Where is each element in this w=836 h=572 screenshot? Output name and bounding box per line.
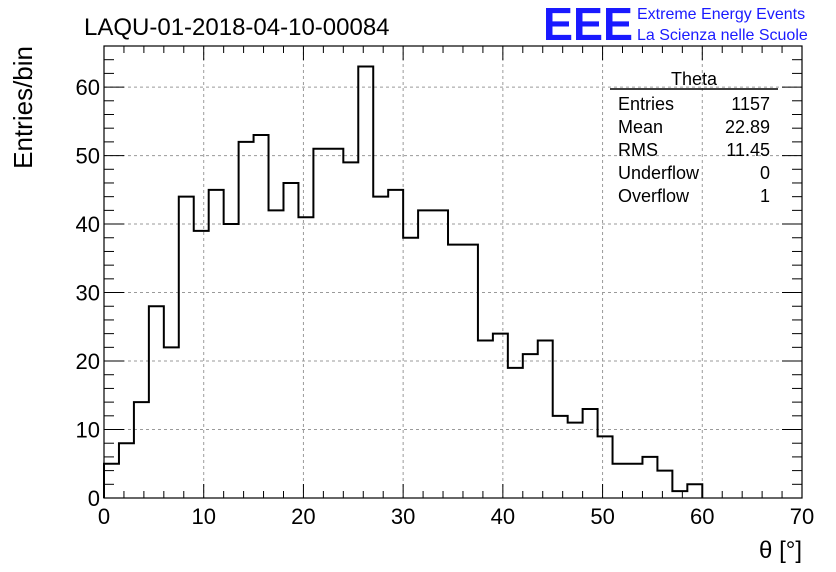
histogram-outline	[103, 65, 704, 498]
y-tick-label: 60	[76, 75, 100, 100]
histogram-bin	[388, 190, 403, 498]
stats-row-label: Entries	[618, 94, 674, 114]
histogram-bin	[553, 416, 568, 498]
eee-logo-line1: Extreme Energy Events	[637, 6, 805, 23]
x-tick-label: 0	[98, 504, 110, 529]
histogram-bin	[448, 245, 463, 498]
histogram-bin	[134, 402, 149, 498]
histogram-bin	[672, 491, 687, 498]
stats-row-label: RMS	[618, 140, 658, 160]
y-tick-label: 0	[88, 486, 100, 511]
histogram-bin	[104, 464, 119, 498]
x-tick-label: 40	[491, 504, 515, 529]
histogram-bin	[149, 306, 164, 498]
histogram-bin	[254, 135, 269, 498]
stats-row-value: 0	[760, 163, 770, 183]
x-tick-label: 20	[291, 504, 315, 529]
histogram-bin	[209, 190, 224, 498]
histogram-bin	[313, 149, 328, 498]
histogram-bin	[194, 231, 209, 498]
histogram-bin	[508, 368, 523, 498]
histogram-bin	[269, 210, 284, 498]
histogram-bin	[283, 183, 298, 498]
axis-ticks	[103, 45, 803, 499]
histogram-bin	[403, 238, 418, 498]
histogram-bin	[358, 67, 373, 498]
histogram-bin	[328, 149, 343, 498]
chart-title: LAQU-01-2018-04-10-00084	[84, 14, 390, 41]
x-tick-label: 50	[590, 504, 614, 529]
histogram-bin	[343, 162, 358, 498]
histogram-bin	[687, 484, 702, 498]
x-tick-label: 60	[690, 504, 714, 529]
plot-frame	[103, 45, 803, 499]
histogram-bin	[478, 340, 493, 498]
y-tick-label: 30	[76, 281, 100, 306]
stats-row-label: Underflow	[618, 163, 700, 183]
histogram-bin	[583, 409, 598, 498]
histogram-bin	[628, 464, 643, 498]
histogram-bin	[239, 142, 254, 498]
y-tick-label: 40	[76, 212, 100, 237]
histogram-bin	[613, 464, 628, 498]
histogram-bin	[298, 217, 313, 498]
y-tick-label: 10	[76, 418, 100, 443]
eee-logo: EEE Extreme Energy Events La Scienza nel…	[543, 0, 808, 50]
histogram-bin	[119, 443, 134, 498]
grid	[104, 46, 802, 498]
histogram-bin	[164, 347, 179, 498]
histogram-bin	[568, 423, 583, 498]
histogram-bin	[433, 210, 448, 498]
x-axis-label: θ [°]	[759, 537, 802, 564]
stats-row-label: Overflow	[618, 186, 690, 206]
stats-rows: Entries 1157 Mean 22.89 RMS 11.45 Underflow 0 Ov…	[618, 94, 770, 206]
stats-box-title: Theta	[671, 69, 718, 89]
y-tick-labels: 0 10 20 30 40 50 60	[76, 75, 100, 511]
eee-logo-mark: EEE	[543, 0, 633, 50]
stats-row-value: 1157	[731, 94, 770, 114]
stats-row-label: Mean	[618, 117, 663, 137]
stats-row-value: 22.89	[725, 117, 770, 137]
histogram-bin	[179, 197, 194, 498]
histogram-bin	[598, 436, 613, 498]
histogram-bin	[373, 197, 388, 498]
x-tick-label: 30	[391, 504, 415, 529]
histogram-bin	[463, 245, 478, 498]
histogram-bin	[657, 471, 672, 498]
stats-row-value: 1	[760, 186, 770, 206]
stats-row-value: 11.45	[726, 140, 770, 160]
histogram-bin	[493, 334, 508, 498]
y-tick-label: 50	[76, 144, 100, 169]
y-axis-label: Entries/bin	[8, 46, 38, 169]
eee-logo-line2: La Scienza nelle Scuole	[637, 27, 808, 44]
x-tick-label: 70	[790, 504, 814, 529]
histogram-bin	[418, 210, 433, 498]
x-tick-labels: 0 10 20 30 40 50 60 70	[98, 504, 814, 529]
x-tick-label: 10	[191, 504, 215, 529]
y-tick-label: 20	[76, 349, 100, 374]
histogram-bin	[523, 354, 538, 498]
histogram-bin	[538, 340, 553, 498]
histogram-bin	[642, 457, 657, 498]
stats-box: Theta Entries 1157 Mean 22.89 RMS 11.45 Underf…	[610, 69, 778, 206]
